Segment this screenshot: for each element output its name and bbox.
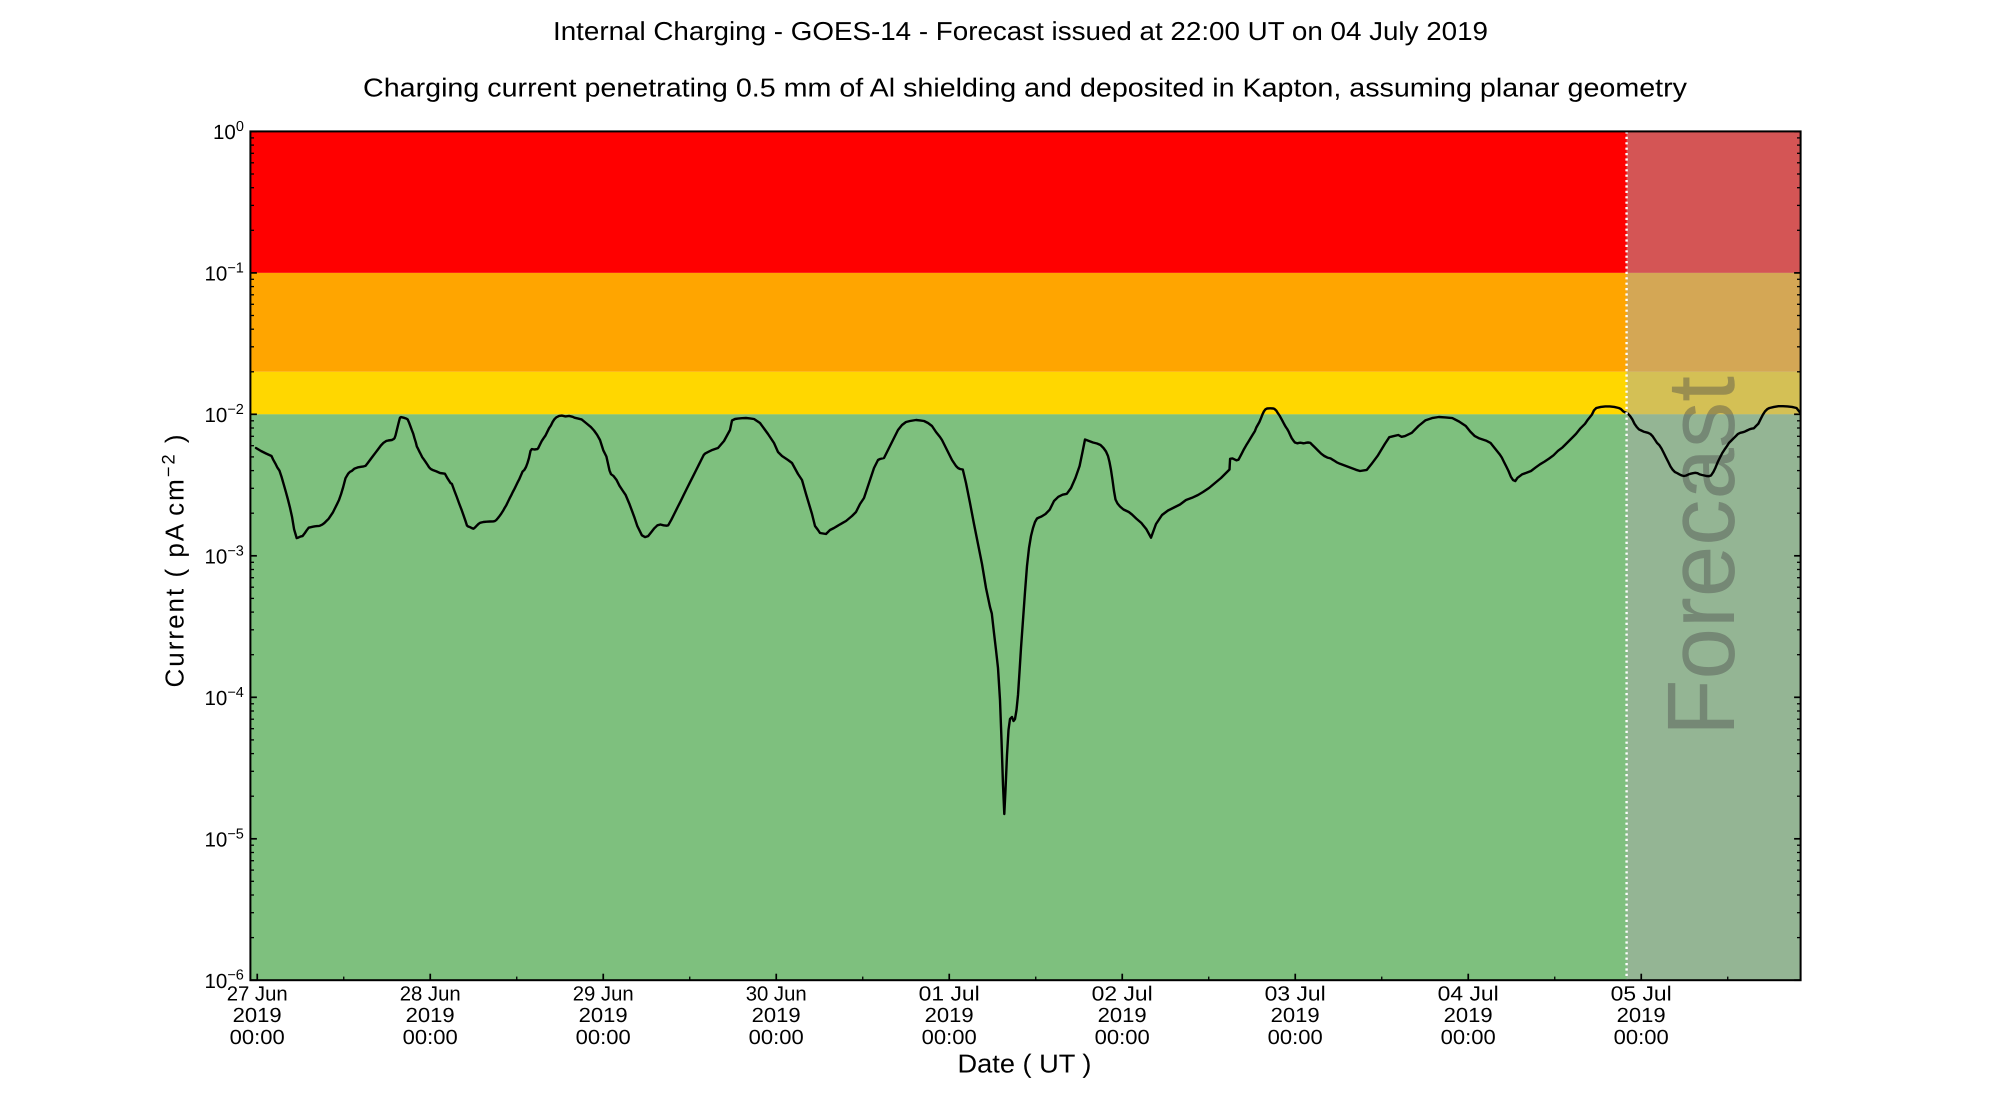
svg-text:00:00: 00:00	[1268, 1026, 1323, 1049]
svg-text:00:00: 00:00	[749, 1026, 804, 1049]
svg-text:Charging current penetrating 0: Charging current penetrating 0.5 mm of A…	[363, 72, 1687, 102]
svg-text:10−5: 10−5	[205, 826, 244, 851]
svg-text:10−3: 10−3	[205, 543, 244, 568]
svg-text:2019: 2019	[752, 1004, 801, 1027]
svg-text:00:00: 00:00	[1614, 1026, 1669, 1049]
svg-text:Internal Charging - GOES-14 -: Internal Charging - GOES-14 - Forecast i…	[553, 16, 1488, 46]
svg-text:2019: 2019	[925, 1004, 974, 1027]
svg-text:10−4: 10−4	[205, 685, 244, 710]
svg-text:2019: 2019	[233, 1004, 282, 1027]
svg-text:10−1: 10−1	[205, 260, 244, 285]
svg-text:30 Jun: 30 Jun	[746, 982, 807, 1005]
svg-text:Current ( pAcm−2 ): Current ( pAcm−2 )	[159, 435, 190, 688]
svg-text:Date ( UT ): Date ( UT )	[958, 1048, 1092, 1078]
svg-text:2019: 2019	[1271, 1004, 1320, 1027]
svg-text:100: 100	[213, 119, 244, 144]
svg-text:2019: 2019	[579, 1004, 628, 1027]
svg-text:00:00: 00:00	[403, 1026, 458, 1049]
svg-text:00:00: 00:00	[1095, 1026, 1150, 1049]
svg-text:10−2: 10−2	[205, 402, 244, 427]
svg-text:00:00: 00:00	[1441, 1026, 1496, 1049]
svg-text:2019: 2019	[1444, 1004, 1493, 1027]
svg-text:03 Jul: 03 Jul	[1265, 982, 1326, 1005]
svg-text:27 Jun: 27 Jun	[227, 982, 288, 1005]
svg-text:28 Jun: 28 Jun	[400, 982, 461, 1005]
svg-text:00:00: 00:00	[230, 1026, 285, 1049]
svg-text:01 Jul: 01 Jul	[919, 982, 980, 1005]
svg-text:Forecast: Forecast	[1648, 376, 1755, 736]
svg-text:2019: 2019	[1098, 1004, 1147, 1027]
svg-text:00:00: 00:00	[922, 1026, 977, 1049]
svg-text:02 Jul: 02 Jul	[1092, 982, 1153, 1005]
svg-text:00:00: 00:00	[576, 1026, 631, 1049]
svg-text:29 Jun: 29 Jun	[573, 982, 634, 1005]
svg-text:05 Jul: 05 Jul	[1611, 982, 1672, 1005]
svg-text:04 Jul: 04 Jul	[1438, 982, 1499, 1005]
svg-text:2019: 2019	[406, 1004, 455, 1027]
svg-text:10−6: 10−6	[205, 968, 244, 993]
svg-text:2019: 2019	[1617, 1004, 1666, 1027]
